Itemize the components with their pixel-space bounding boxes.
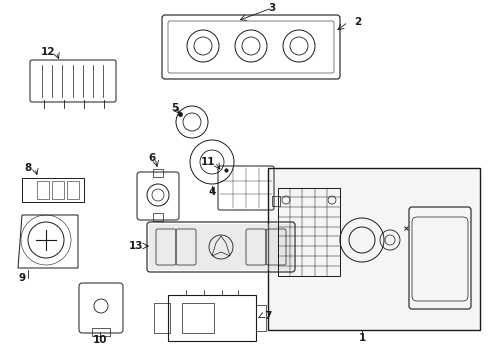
- Text: 8: 8: [24, 163, 32, 173]
- Bar: [22, 178, 84, 202]
- Text: 9: 9: [19, 273, 25, 283]
- Text: 6: 6: [148, 153, 155, 163]
- Bar: [153, 213, 163, 221]
- Bar: [267, 168, 479, 330]
- Bar: [52, 181, 64, 199]
- Bar: [37, 181, 49, 199]
- FancyBboxPatch shape: [149, 224, 292, 270]
- Text: 12: 12: [41, 47, 55, 57]
- Bar: [278, 188, 339, 276]
- Bar: [92, 328, 110, 336]
- Text: 10: 10: [93, 335, 107, 345]
- Bar: [154, 303, 170, 333]
- Text: 1: 1: [358, 333, 365, 343]
- Text: 5: 5: [171, 103, 178, 113]
- Text: 7: 7: [264, 311, 271, 321]
- Bar: [153, 169, 163, 177]
- Text: 4: 4: [208, 187, 215, 197]
- Bar: [182, 303, 214, 333]
- Text: 11: 11: [201, 157, 215, 167]
- Bar: [271, 196, 280, 206]
- Bar: [256, 305, 265, 331]
- Text: 13: 13: [128, 241, 143, 251]
- Text: 3: 3: [268, 3, 275, 13]
- Text: 2: 2: [354, 17, 361, 27]
- Bar: [67, 181, 79, 199]
- Bar: [168, 295, 256, 341]
